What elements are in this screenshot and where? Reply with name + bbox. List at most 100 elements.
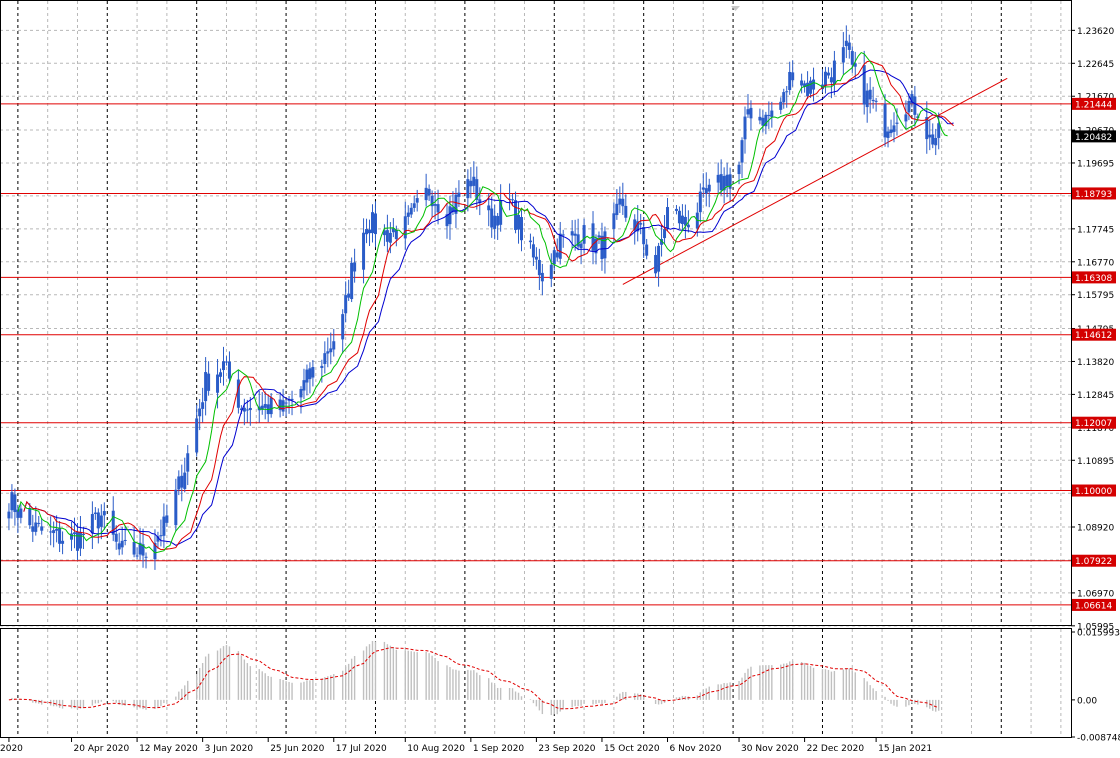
candle-body: [865, 90, 869, 108]
candle: [478, 187, 482, 216]
candle-body: [528, 240, 532, 243]
oscillator-panel[interactable]: [8, 629, 1062, 737]
level-label-text: 1.07922: [1075, 557, 1112, 567]
candle-body: [248, 407, 252, 411]
candles: [7, 25, 941, 570]
candle: [415, 189, 419, 212]
candle-body: [70, 533, 74, 540]
candle: [198, 399, 202, 431]
candle-body: [493, 215, 497, 229]
candle-body: [782, 92, 786, 103]
candle: [135, 547, 139, 560]
candle-body: [454, 194, 458, 214]
current-price-box: [1072, 130, 1116, 143]
candle-body: [362, 232, 366, 270]
candle-body: [180, 475, 184, 488]
candle-body: [78, 531, 82, 549]
candle-body: [496, 215, 500, 226]
candle: [612, 202, 616, 242]
trend-line[interactable]: [622, 77, 1008, 285]
candle: [34, 506, 38, 536]
price-tick-label: 1.16770: [1077, 258, 1114, 268]
candle: [520, 210, 523, 252]
candle: [800, 73, 804, 94]
candle-body: [174, 489, 178, 526]
candle: [913, 85, 917, 127]
candle-body: [862, 65, 866, 105]
price-panel[interactable]: [0, 1, 1071, 627]
candle: [600, 222, 604, 271]
candle-body: [58, 528, 62, 544]
candle: [758, 108, 762, 125]
candle: [347, 279, 351, 301]
candle-body: [889, 129, 893, 134]
candle: [245, 399, 249, 423]
candle: [853, 51, 857, 79]
candle-body: [487, 205, 491, 211]
candle: [499, 184, 503, 232]
oscillator-histogram: [11, 640, 940, 716]
candle-body: [430, 195, 434, 207]
candle: [841, 32, 845, 75]
candle: [70, 521, 74, 551]
candle-body: [788, 71, 792, 90]
candle-body: [75, 531, 79, 551]
candle-body: [517, 214, 521, 230]
level-label-box: [1072, 328, 1116, 341]
candle: [362, 218, 366, 284]
candle: [204, 357, 208, 416]
candle: [37, 515, 41, 527]
candle: [645, 238, 649, 260]
candle: [81, 526, 85, 550]
candle-body: [937, 123, 941, 138]
candle-body: [260, 405, 264, 410]
level-label-box: [1072, 187, 1116, 200]
candle-body: [73, 532, 76, 535]
candle: [120, 527, 124, 555]
level-label-text: 1.18793: [1075, 190, 1112, 200]
current-price-label: 1.20482: [1072, 130, 1116, 143]
candle-body: [910, 94, 914, 104]
candle: [823, 66, 827, 94]
price-tick-label: 1.08920: [1077, 524, 1114, 534]
candle-body: [159, 535, 163, 537]
level-label: 1.18793: [1072, 187, 1116, 200]
candle: [290, 390, 294, 416]
candle-body: [114, 533, 118, 542]
candle-body: [558, 233, 562, 259]
candle-body: [499, 200, 503, 225]
price-tick-label: 1.05995: [1077, 622, 1114, 632]
candle-body: [520, 217, 523, 241]
candle-body: [928, 134, 932, 138]
candle-body: [728, 174, 732, 189]
candle: [263, 391, 267, 420]
candle-body: [436, 204, 440, 213]
candle: [767, 101, 771, 129]
candle-body: [540, 272, 544, 282]
candle-body: [683, 216, 687, 226]
level-label-box: [1072, 554, 1116, 567]
candle: [540, 263, 544, 296]
period-marker-icon: [731, 6, 740, 11]
candle: [618, 186, 622, 213]
candle-body: [740, 140, 744, 163]
candle: [496, 212, 500, 240]
candle: [368, 219, 372, 247]
candle-body: [812, 79, 816, 90]
candle: [344, 281, 348, 323]
candle-body: [347, 293, 351, 298]
candle: [809, 76, 813, 98]
candle: [373, 201, 377, 248]
candle-body: [537, 259, 541, 276]
date-tick-label: 3 Jun 2020: [205, 744, 254, 754]
candle-body: [111, 510, 115, 535]
candle-body: [305, 369, 309, 383]
osc-tick-label: -0.008748: [1077, 734, 1120, 744]
candle: [159, 519, 163, 547]
candle-body: [868, 89, 872, 100]
candle: [663, 214, 667, 245]
candle-body: [913, 96, 917, 115]
candle-body: [698, 191, 702, 213]
candle-body: [371, 212, 374, 234]
